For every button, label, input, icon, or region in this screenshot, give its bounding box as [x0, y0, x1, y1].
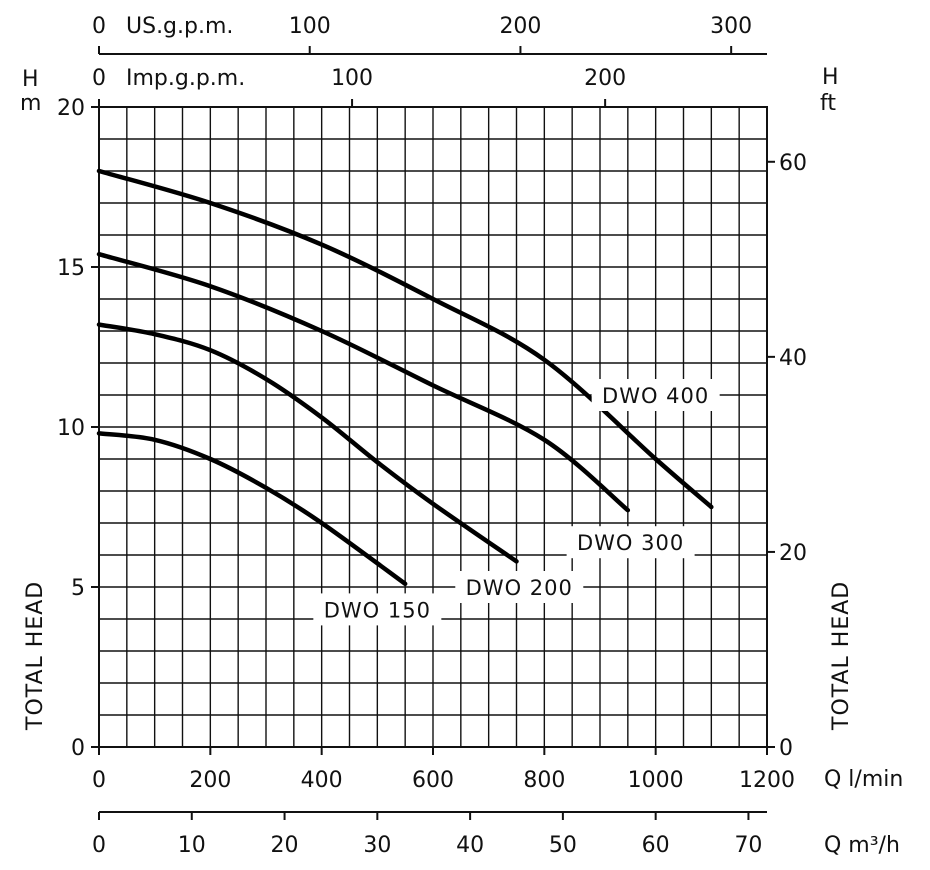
- bottom-lmin-tick-label: 0: [92, 768, 106, 793]
- left-axis-unit: m: [20, 91, 41, 116]
- curve-dwo-400: [96, 168, 714, 510]
- curve-dwo-150: [96, 431, 408, 587]
- top-impgpm-tick-label: 100: [331, 66, 373, 91]
- bottom-lmin-tick-label: 1000: [628, 768, 684, 793]
- top-axis-usgpm-unit: US.g.p.m.: [126, 14, 233, 39]
- curve-label-dwo-300: DWO 300: [577, 531, 684, 555]
- bottom-lmin-tick-label: 400: [301, 768, 343, 793]
- curve-label-bg-dwo-150: [313, 593, 442, 626]
- curve-dwo-200: [96, 322, 519, 564]
- bottom-m3h-tick-label: 70: [734, 833, 762, 858]
- bottom-m3h-tick-label: 60: [642, 833, 670, 858]
- left-axis-tick-label: 20: [57, 96, 85, 121]
- curve-label-bg-dwo-200: [455, 571, 584, 603]
- bottom-m3h-tick-label: 40: [456, 833, 484, 858]
- left-axis-title: TOTAL HEAD: [23, 581, 48, 731]
- performance-curves: [96, 168, 714, 587]
- bottom-lmin-tick-label: 600: [412, 768, 454, 793]
- top-usgpm-tick-label: 100: [289, 14, 331, 39]
- bottom-m3h-tick-label: 30: [363, 833, 391, 858]
- top-impgpm-tick-label: 0: [92, 66, 106, 91]
- left-axis-tick-label: 15: [57, 256, 85, 281]
- grid: [99, 107, 767, 747]
- curve-dwo-300: [96, 251, 631, 513]
- curve-label-dwo-400: DWO 400: [602, 384, 709, 408]
- right-axis-tick-label: 40: [779, 346, 807, 371]
- top-axis-impgpm-unit: Imp.g.p.m.: [126, 66, 245, 91]
- left-axis-label-top: H: [22, 67, 39, 92]
- bottom-lmin-tick-label: 800: [523, 768, 565, 793]
- top-impgpm-tick-label: 200: [584, 66, 626, 91]
- right-axis-tick-label: 20: [779, 541, 807, 566]
- left-axis-tick-label: 10: [57, 416, 85, 441]
- curve-label-bg-dwo-300: [566, 526, 695, 559]
- right-axis-title: TOTAL HEAD: [829, 581, 854, 731]
- curve-label-bg-dwo-400: [591, 379, 720, 411]
- bottom-m3h-tick-label: 50: [549, 833, 577, 858]
- bottom-axis-m3h-unit: Q m³/h: [824, 833, 900, 858]
- top-usgpm-tick-label: 0: [92, 14, 106, 39]
- right-axis-tick-label: 60: [779, 151, 807, 176]
- bottom-m3h-tick-label: 0: [92, 833, 106, 858]
- top-usgpm-tick-label: 300: [710, 14, 752, 39]
- right-axis-unit: ft: [820, 91, 836, 116]
- curve-label-dwo-150: DWO 150: [324, 598, 431, 622]
- bottom-lmin-tick-label: 1200: [739, 768, 795, 793]
- bottom-m3h-tick-label: 20: [271, 833, 299, 858]
- right-axis-tick-label: 0: [779, 736, 793, 761]
- top-usgpm-tick-label: 200: [499, 14, 541, 39]
- right-axis-label-top: H: [822, 65, 839, 90]
- bottom-lmin-tick-label: 200: [189, 768, 231, 793]
- bottom-axis-lmin-unit: Q l/min: [824, 767, 903, 792]
- bottom-m3h-tick-label: 10: [178, 833, 206, 858]
- curve-label-dwo-200: DWO 200: [466, 576, 573, 600]
- left-axis-tick-label: 5: [71, 576, 85, 601]
- left-axis-tick-label: 0: [71, 736, 85, 761]
